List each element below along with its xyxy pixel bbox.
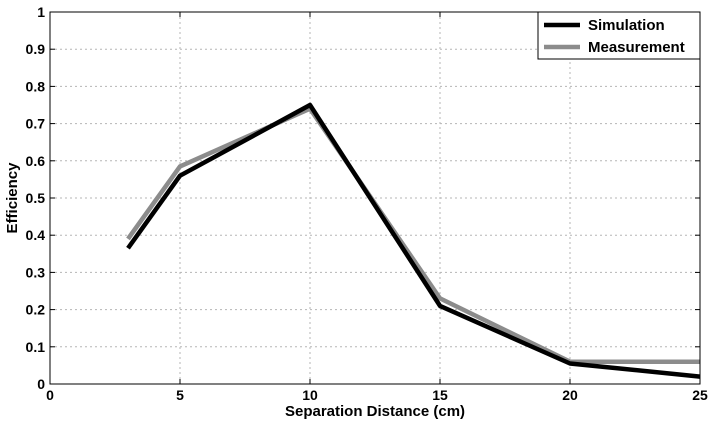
measurement-line (126, 106, 700, 364)
y-tick-label: 0.1 (26, 339, 46, 355)
y-tick-label: 0.7 (26, 116, 46, 132)
x-tick-label: 5 (176, 387, 184, 403)
y-tick-label: 0.6 (26, 153, 46, 169)
grid (50, 12, 700, 384)
x-tick-label: 25 (692, 387, 708, 403)
x-tick-label: 20 (562, 387, 578, 403)
legend-label-simulation: Simulation (588, 17, 665, 34)
y-tick-label: 1 (37, 4, 45, 20)
y-tick-label: 0.5 (26, 190, 46, 206)
simulation-line (126, 102, 701, 379)
y-tick-label: 0.3 (26, 264, 46, 280)
x-tick-label: 10 (302, 387, 318, 403)
y-tick-label: 0 (37, 376, 45, 392)
legend: Simulation Measurement (537, 11, 701, 60)
y-tick-label: 0.2 (26, 302, 46, 318)
series-layer (126, 102, 701, 379)
y-tick-label: 0.4 (26, 227, 46, 243)
x-tick-label: 15 (432, 387, 448, 403)
y-tick-label: 0.9 (26, 41, 46, 57)
legend-label-measurement: Measurement (588, 39, 685, 56)
y-tick-label: 0.8 (26, 78, 46, 94)
legend-box (537, 11, 701, 60)
y-axis-label: Efficiency (4, 162, 21, 234)
x-axis-label: Separation Distance (cm) (285, 403, 465, 420)
x-tick-label: 0 (46, 387, 54, 403)
tick-labels: 0 5 10 15 20 25 0 0.1 0.2 0.3 0.4 0.5 0.6 0.7 0.8 0.9 1 (26, 4, 708, 403)
